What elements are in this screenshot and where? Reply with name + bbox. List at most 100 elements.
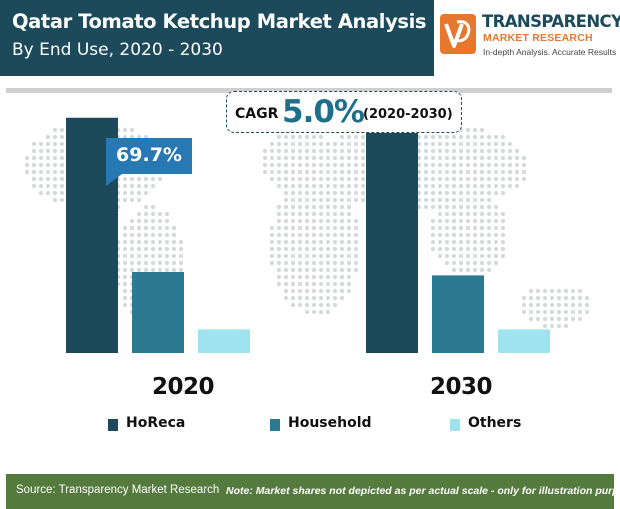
map-dot: [570, 302, 576, 308]
map-dot: [514, 183, 520, 189]
map-dot: [472, 169, 478, 175]
map-dot: [150, 253, 156, 259]
map-dot: [276, 274, 282, 280]
map-dot: [136, 260, 142, 266]
map-dot: [311, 267, 317, 273]
map-dot: [311, 232, 317, 238]
map-dot: [451, 134, 457, 140]
map-dot: [52, 141, 58, 147]
map-dot: [311, 169, 317, 175]
map-dot: [486, 218, 492, 224]
footer: Source: Transparency Market Research Not…: [6, 474, 620, 509]
map-dot: [311, 190, 317, 196]
map-dot: [304, 260, 310, 266]
map-dot: [297, 246, 303, 252]
map-dot: [122, 197, 128, 203]
map-dot: [283, 148, 289, 154]
map-dot: [290, 162, 296, 168]
map-dot: [318, 253, 324, 259]
map-dot: [486, 225, 492, 231]
map-dot: [318, 309, 324, 315]
map-dot: [38, 155, 44, 161]
map-dot: [59, 134, 65, 140]
map-dot: [290, 218, 296, 224]
map-dot: [353, 218, 359, 224]
map-dot: [479, 225, 485, 231]
map-dot: [451, 260, 457, 266]
map-dot: [283, 288, 289, 294]
map-dot: [129, 127, 135, 133]
map-dot: [38, 169, 44, 175]
map-dot: [451, 169, 457, 175]
map-dot: [500, 176, 506, 182]
map-dot: [346, 155, 352, 161]
map-dot: [430, 141, 436, 147]
map-dot: [458, 155, 464, 161]
map-dot: [311, 211, 317, 217]
map-dot: [521, 162, 527, 168]
map-dot: [311, 281, 317, 287]
map-dot: [346, 288, 352, 294]
map-dot: [59, 190, 65, 196]
map-dot: [353, 253, 359, 259]
map-dot: [423, 169, 429, 175]
map-dot: [332, 302, 338, 308]
map-dot: [493, 211, 499, 217]
map-dot: [423, 183, 429, 189]
map-dot: [45, 134, 51, 140]
map-dot: [52, 134, 58, 140]
map-dot: [45, 176, 51, 182]
map-dot: [143, 211, 149, 217]
header-divider: [6, 88, 612, 93]
map-dot: [346, 141, 352, 147]
map-dot: [129, 183, 135, 189]
map-dot: [472, 183, 478, 189]
map-dot: [283, 211, 289, 217]
map-dot: [269, 162, 275, 168]
map-dot: [437, 204, 443, 210]
map-dot: [332, 190, 338, 196]
map-dot: [465, 239, 471, 245]
map-dot: [458, 225, 464, 231]
map-dot: [318, 274, 324, 280]
map-dot: [465, 155, 471, 161]
map-dot: [507, 183, 513, 189]
bar-horeca-2030: [366, 111, 418, 353]
map-dot: [276, 141, 282, 147]
map-dot: [122, 302, 128, 308]
map-dot: [360, 155, 366, 161]
map-dot: [129, 246, 135, 252]
map-dot: [458, 260, 464, 266]
map-dot: [311, 274, 317, 280]
map-dot: [297, 141, 303, 147]
map-dot: [353, 239, 359, 245]
bar-others-2030: [498, 329, 550, 353]
map-dot: [563, 316, 569, 322]
map-dot: [157, 246, 163, 252]
map-dot: [570, 316, 576, 322]
map-dot: [269, 260, 275, 266]
map-dot: [353, 134, 359, 140]
map-dot: [276, 211, 282, 217]
map-dot: [500, 169, 506, 175]
map-dot: [472, 197, 478, 203]
map-dot: [332, 183, 338, 189]
map-dot: [325, 260, 331, 266]
map-dot: [304, 288, 310, 294]
map-dot: [339, 211, 345, 217]
map-dot: [297, 274, 303, 280]
map-dot: [290, 295, 296, 301]
map-dot: [178, 239, 184, 245]
map-dot: [311, 204, 317, 210]
map-dot: [458, 148, 464, 154]
map-dot: [59, 155, 65, 161]
map-dot: [500, 232, 506, 238]
map-dot: [171, 253, 177, 259]
map-dot: [423, 190, 429, 196]
map-dot: [507, 155, 513, 161]
map-dot: [556, 316, 562, 322]
map-dot: [430, 225, 436, 231]
map-dot: [136, 267, 142, 273]
map-dot: [150, 211, 156, 217]
map-dot: [500, 183, 506, 189]
